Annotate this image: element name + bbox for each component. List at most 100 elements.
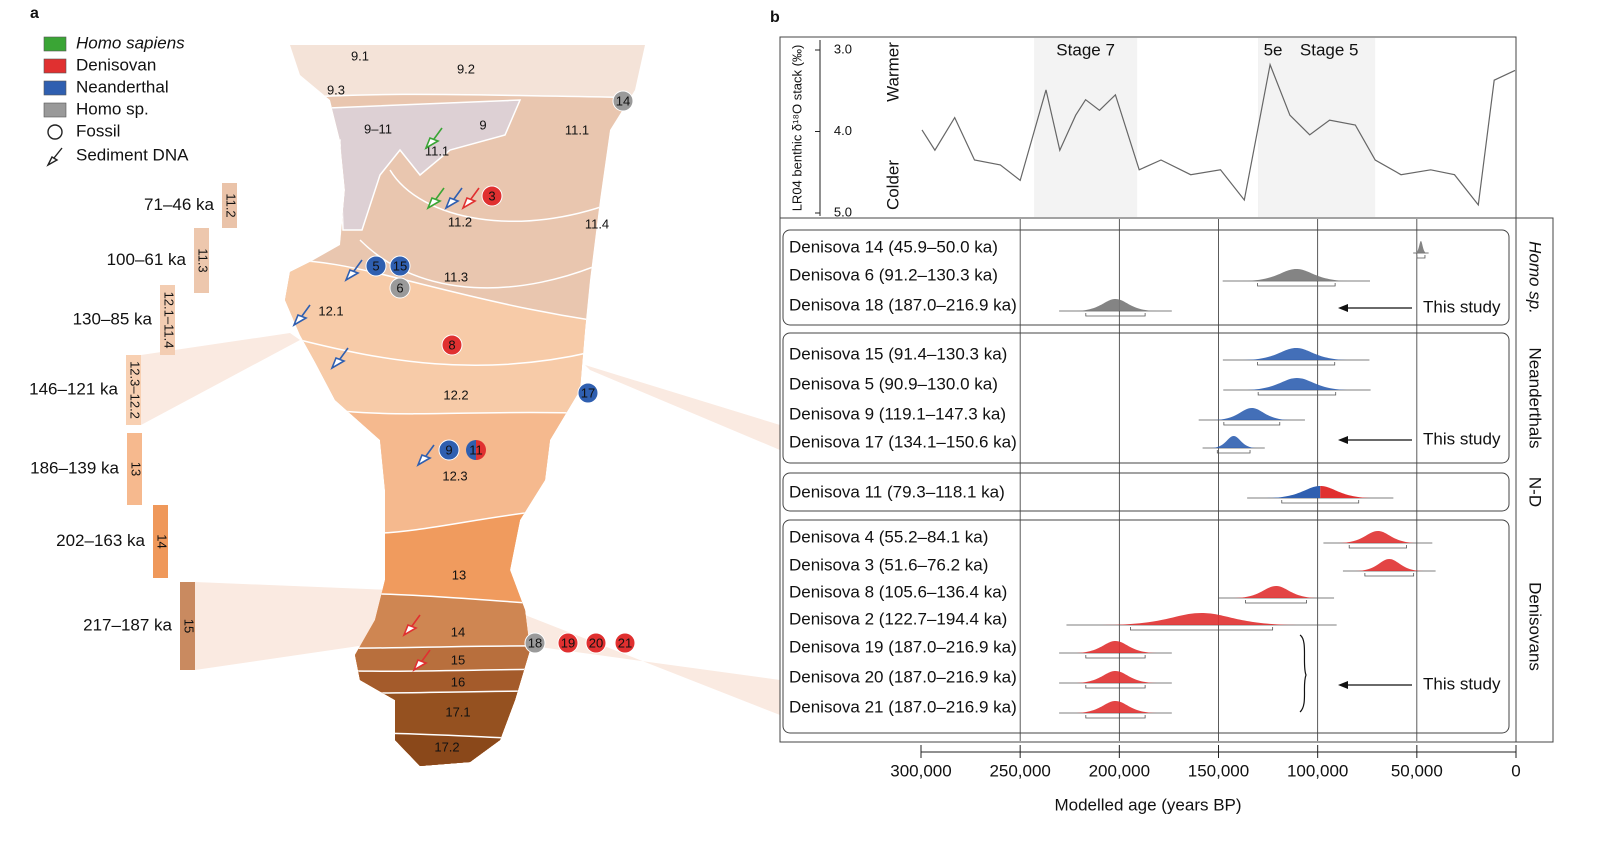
specimen-label: Denisova 17 (134.1–150.6 ka)	[789, 432, 1017, 451]
x-tick-label: 200,000	[1089, 761, 1150, 780]
fossil-id: 11	[469, 442, 483, 457]
sediment-dna-icon	[292, 304, 311, 327]
period-layer: 12.1–11.4	[162, 292, 177, 349]
climate-line	[921, 62, 1516, 207]
fossil-marker	[577, 382, 599, 404]
note-arrowhead	[1338, 681, 1348, 689]
sediment-dna-icon	[461, 187, 480, 210]
age-density	[1210, 436, 1257, 448]
x-axis-label: Modelled age (years BP)	[1054, 795, 1241, 814]
period-bar	[194, 228, 209, 293]
layer-label: 11.3	[444, 269, 468, 284]
sediment-dna-icon	[426, 187, 445, 210]
fossil-id: 17	[581, 385, 595, 400]
range-bracket	[1257, 392, 1337, 396]
note-arrowhead	[1338, 436, 1348, 444]
fossil-marker	[585, 632, 607, 654]
age-density	[1233, 586, 1319, 598]
period-layer: 12.3–12.2	[128, 361, 143, 419]
age-density	[1101, 613, 1302, 625]
fossil-id: 6	[396, 280, 403, 295]
period-bar	[127, 433, 142, 505]
range-bracket	[1085, 685, 1146, 689]
layer-label: 13	[452, 567, 466, 582]
sediment-dna-icon	[412, 649, 431, 672]
panel-label: a	[30, 5, 39, 22]
layer-label: 16	[451, 674, 465, 689]
fossil-id: 19	[561, 635, 575, 650]
specimen-label: Denisova 8 (105.6–136.4 ka)	[789, 582, 1007, 601]
legend-label: Neanderthal	[76, 77, 169, 96]
sediment-dna-icon	[424, 127, 443, 150]
stage-band	[1258, 38, 1376, 217]
group-box	[782, 472, 1510, 512]
legend-label: Sediment DNA	[76, 145, 189, 164]
fossil-id: 3	[488, 188, 495, 203]
layer-label: 14	[451, 624, 465, 639]
sediment-dna-icon	[330, 347, 349, 370]
layer-label: 17.1	[445, 704, 470, 719]
range-bracket	[1257, 283, 1336, 287]
specimen-label: Denisova 4 (55.2–84.1 ka)	[789, 527, 988, 546]
fossil-marker	[389, 277, 411, 299]
note-arrowhead	[1338, 304, 1348, 312]
specimen-label: Denisova 9 (119.1–147.3 ka)	[789, 404, 1006, 423]
period-age: 71–46 ka	[144, 195, 214, 214]
fossil-marker	[365, 255, 387, 277]
fossil-marker	[524, 632, 546, 654]
legend-swatch	[43, 80, 67, 96]
legend-fossil-icon	[47, 124, 63, 140]
period-age: 100–61 ka	[107, 250, 187, 269]
age-density	[1073, 299, 1157, 311]
stage-band	[1034, 38, 1138, 217]
fossil-id: 5	[372, 258, 379, 273]
fossil-id: 9	[445, 442, 452, 457]
stage-label: 5e	[1264, 40, 1283, 59]
range-bracket	[1085, 655, 1146, 659]
fossil-marker	[389, 255, 411, 277]
fossil-id: 8	[448, 337, 455, 352]
layer-label: 9.2	[457, 61, 475, 76]
period-layer: 14	[155, 534, 170, 548]
range-bracket	[1364, 573, 1415, 577]
brace	[1299, 634, 1307, 713]
period-bar	[180, 582, 195, 670]
legend-dna-icon	[46, 147, 63, 167]
age-density	[1337, 531, 1418, 543]
layer-label: 11.2	[448, 214, 472, 229]
legend-label: Fossil	[76, 121, 120, 140]
group-label-column	[1515, 217, 1554, 743]
age-density	[1073, 701, 1157, 713]
group-label: Neanderthals	[1526, 347, 1545, 448]
period-layer: 13	[129, 462, 144, 476]
fossil-marker	[441, 334, 463, 356]
range-bracket	[1281, 500, 1360, 504]
period-age: 202–163 ka	[56, 531, 145, 550]
period-layer: 11.3	[196, 248, 211, 272]
specimen-label: Denisova 11 (79.3–118.1 ka)	[789, 482, 1005, 501]
sediment-dna-icon	[444, 187, 463, 210]
period-bar	[160, 285, 175, 355]
period-bar	[126, 355, 141, 425]
fossil-id: 21	[618, 635, 632, 650]
specimen-label: Denisova 6 (91.2–130.3 ka)	[789, 265, 998, 284]
specimen-label: Denisova 14 (45.9–50.0 ka)	[789, 237, 998, 256]
period-age: 130–85 ka	[73, 309, 153, 328]
period-layer: 15	[182, 619, 197, 633]
specimen-label: Denisova 15 (91.4–130.3 ka)	[789, 344, 1007, 363]
specimen-label: Denisova 21 (187.0–216.9 ka)	[789, 697, 1017, 716]
age-density	[1242, 348, 1351, 360]
specimen-label: Denisova 2 (122.7–194.4 ka)	[789, 609, 1007, 628]
age-density	[1266, 486, 1321, 498]
layer-label: 12.2	[443, 387, 468, 402]
age-density	[1212, 408, 1291, 420]
age-density	[1320, 486, 1375, 498]
period-bar	[222, 183, 237, 228]
specimen-label: Denisova 5 (90.9–130.0 ka)	[789, 374, 998, 393]
warm-label: Warmer	[883, 42, 902, 102]
x-tick-label: 300,000	[890, 761, 951, 780]
period-age: 146–121 ka	[29, 379, 118, 398]
layer-label: 9	[479, 117, 486, 132]
range-bracket	[1223, 422, 1281, 426]
y-tick-label: 4.0	[834, 123, 852, 138]
